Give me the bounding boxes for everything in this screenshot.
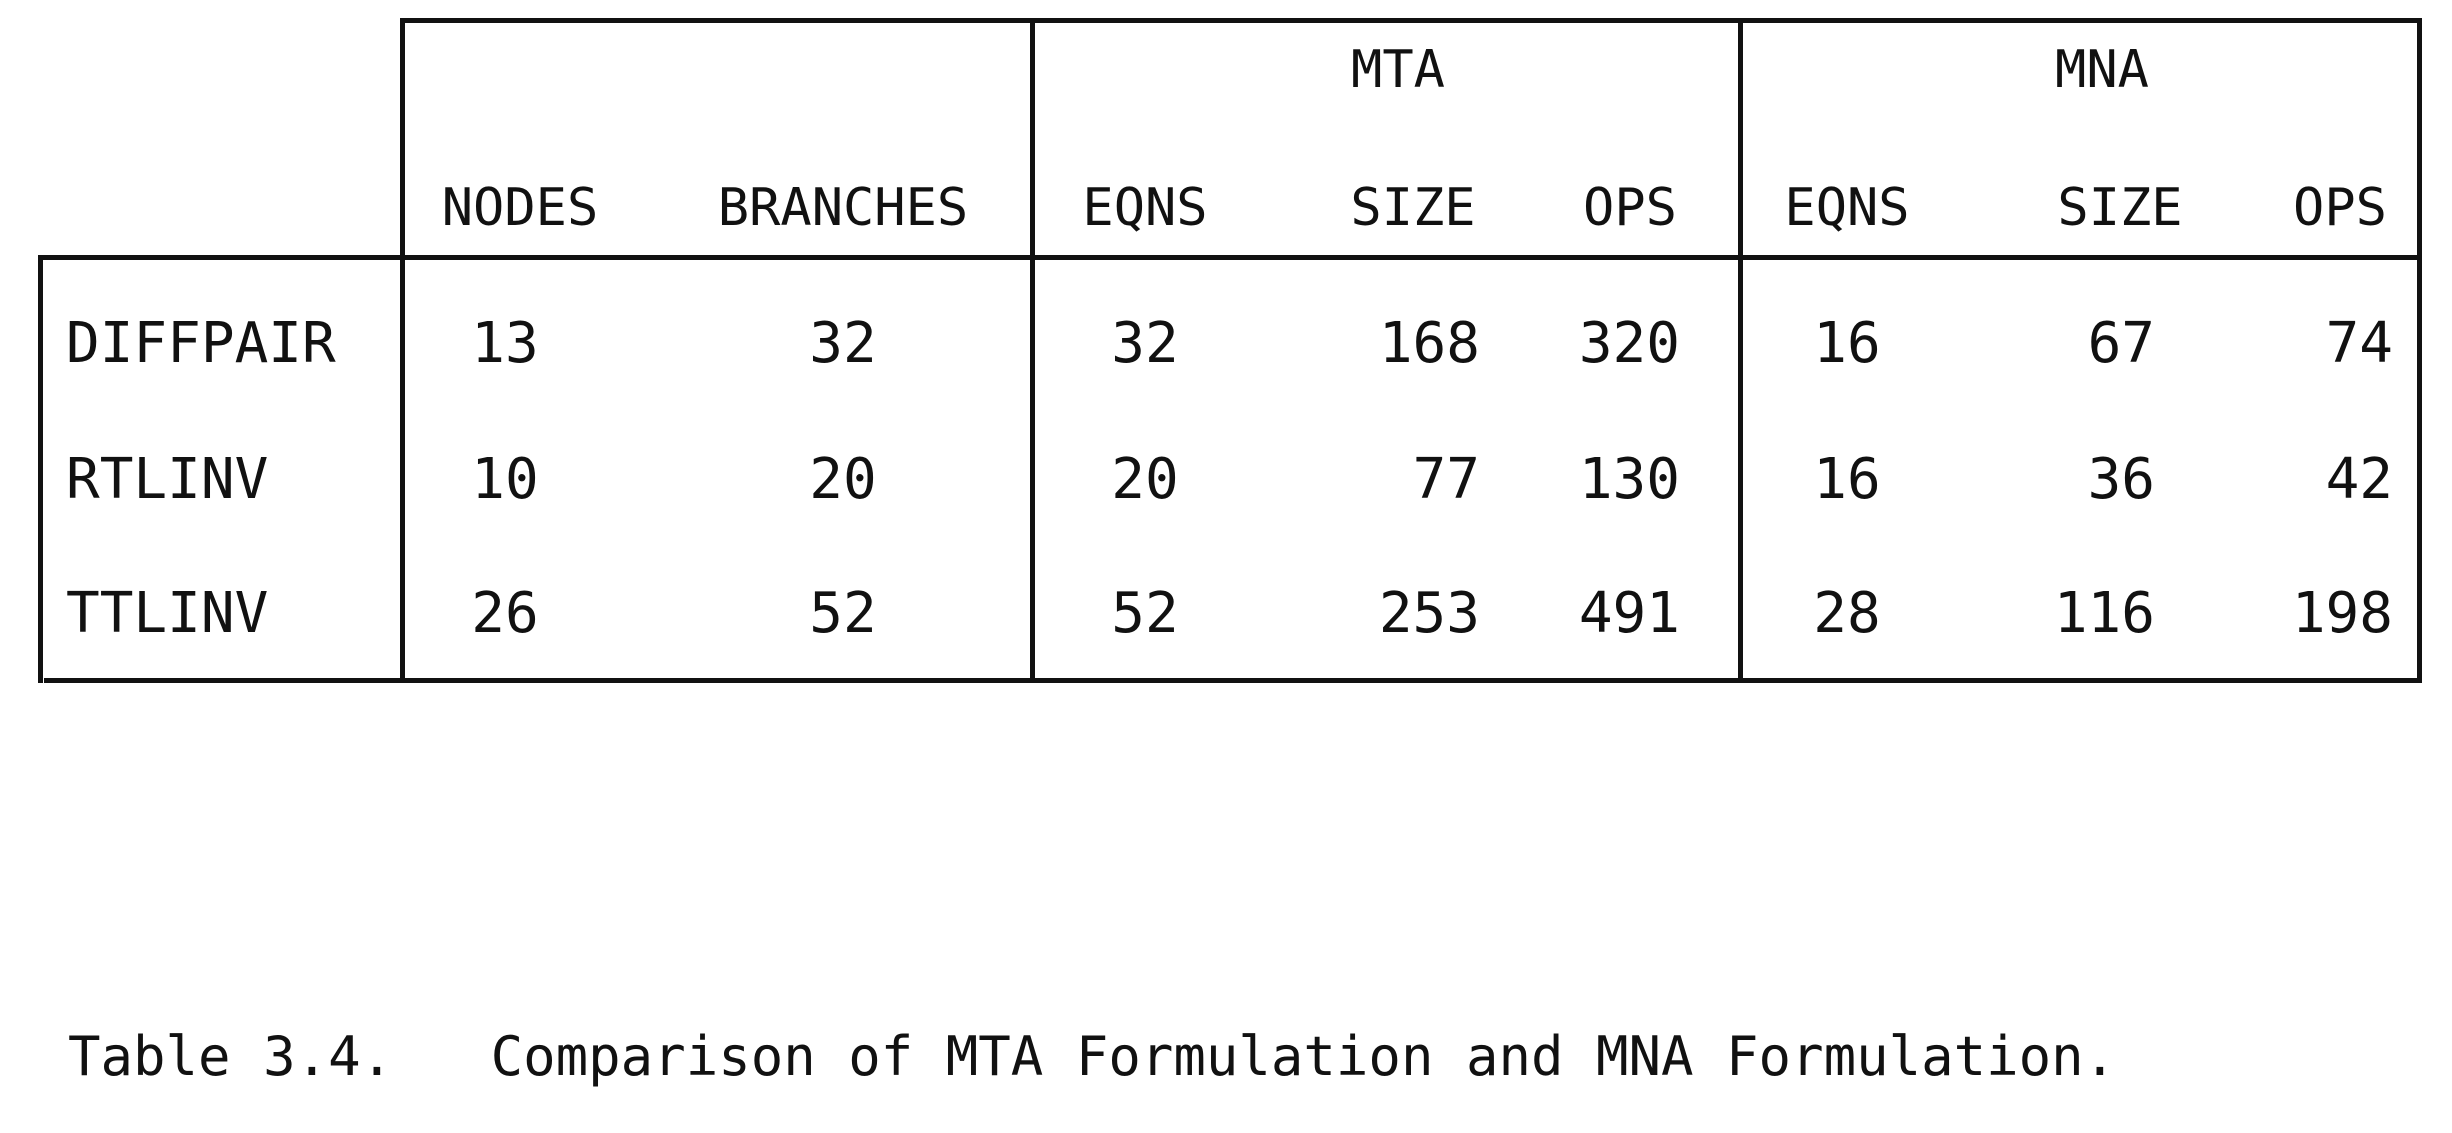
cell-branches: 20 [809, 447, 877, 512]
cell-mta-ops: 320 [1578, 311, 1680, 376]
mna-group-header: MNA [2055, 40, 2149, 100]
row-label-left-border [38, 255, 43, 683]
cell-nodes: 26 [471, 581, 539, 646]
column-header-mna-eqns: EQNS [1784, 178, 1910, 238]
cell-nodes: 13 [471, 311, 539, 376]
column-header-mna-ops: OPS [2293, 178, 2387, 238]
cell-mna-ops: 198 [2291, 581, 2393, 646]
mta-group-header: MTA [1351, 40, 1445, 100]
column-header-branches: BRANCHES [717, 178, 969, 238]
cell-mta-eqns: 32 [1111, 311, 1179, 376]
cell-mna-eqns: 16 [1813, 311, 1881, 376]
cell-nodes: 10 [471, 447, 539, 512]
cell-mta-eqns: 20 [1111, 447, 1179, 512]
table-caption: Table 3.4. Comparison of MTA Formulation… [68, 1025, 2117, 1088]
cell-mta-ops: 491 [1578, 581, 1680, 646]
cell-mna-ops: 74 [2325, 311, 2393, 376]
cell-mna-eqns: 28 [1813, 581, 1881, 646]
cell-mta-size: 77 [1412, 447, 1480, 512]
cell-mna-size: 67 [2087, 311, 2155, 376]
mna-group-left-border [1738, 18, 1743, 683]
cell-mna-size: 116 [2053, 581, 2155, 646]
column-header-nodes: NODES [441, 178, 599, 238]
column-header-mta-eqns: EQNS [1082, 178, 1208, 238]
cell-mta-size: 168 [1378, 311, 1480, 376]
header-bottom-border [38, 255, 2422, 260]
cell-mta-ops: 130 [1578, 447, 1680, 512]
row-label-right-border [400, 18, 405, 683]
mta-group-left-border [1030, 18, 1035, 683]
column-header-mta-ops: OPS [1583, 178, 1677, 238]
table-right-border [2417, 18, 2422, 683]
cell-mta-eqns: 52 [1111, 581, 1179, 646]
cell-mna-eqns: 16 [1813, 447, 1881, 512]
table-top-border [400, 18, 2422, 23]
column-header-mna-size: SIZE [2057, 178, 2183, 238]
row-label: DIFFPAIR [66, 311, 336, 376]
cell-branches: 32 [809, 311, 877, 376]
cell-mna-size: 36 [2087, 447, 2155, 512]
cell-mna-ops: 42 [2325, 447, 2393, 512]
cell-branches: 52 [809, 581, 877, 646]
row-label: TTLINV [66, 581, 269, 646]
cell-mta-size: 253 [1378, 581, 1480, 646]
row-label: RTLINV [66, 447, 269, 512]
column-header-mta-size: SIZE [1350, 178, 1476, 238]
table-bottom-border [44, 678, 2422, 683]
